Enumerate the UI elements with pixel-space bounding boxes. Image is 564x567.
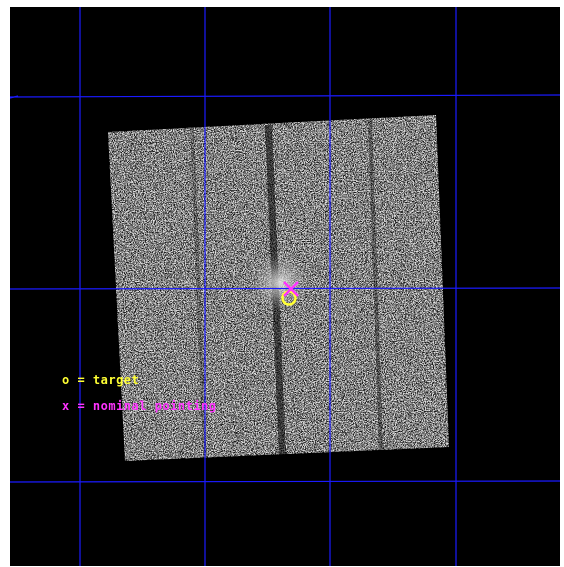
nominal-pointing-marker <box>283 281 299 297</box>
sky-image-panel: o = target x = nominal pointing <box>10 7 560 566</box>
legend-pointing-label: x = nominal pointing <box>62 399 217 413</box>
exposure-field <box>108 115 449 461</box>
coordinate-grid <box>10 7 560 566</box>
legend-target-label: o = target <box>62 373 140 387</box>
sky-image <box>10 7 560 566</box>
chip-gap <box>368 120 383 451</box>
bright-source <box>248 255 312 311</box>
chip-gap <box>190 128 207 458</box>
